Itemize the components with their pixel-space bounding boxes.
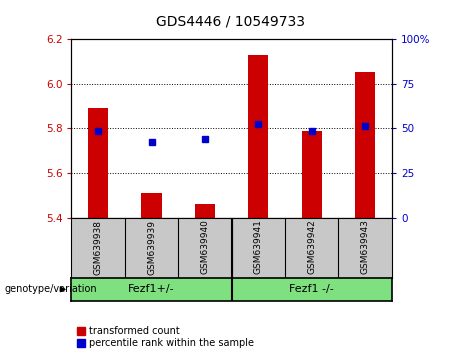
Bar (248, 55, 268, 218)
Text: GSM639941: GSM639941 (254, 219, 263, 274)
Text: GSM639942: GSM639942 (307, 219, 316, 274)
Bar (195, 204, 215, 218)
Bar (355, 73, 375, 218)
Bar (142, 193, 162, 218)
Text: Fezf1 -/-: Fezf1 -/- (290, 284, 334, 295)
Text: GSM639938: GSM639938 (94, 219, 103, 274)
Text: Fezf1+/-: Fezf1+/- (128, 284, 175, 295)
Bar (88, 108, 108, 218)
Text: GDS4446 / 10549733: GDS4446 / 10549733 (156, 14, 305, 28)
Bar (301, 131, 322, 218)
Text: genotype/variation: genotype/variation (5, 284, 97, 295)
Text: GSM639943: GSM639943 (361, 219, 370, 274)
Text: GSM639940: GSM639940 (201, 219, 209, 274)
Text: GSM639939: GSM639939 (147, 219, 156, 274)
Legend: transformed count, percentile rank within the sample: transformed count, percentile rank withi… (77, 325, 255, 349)
